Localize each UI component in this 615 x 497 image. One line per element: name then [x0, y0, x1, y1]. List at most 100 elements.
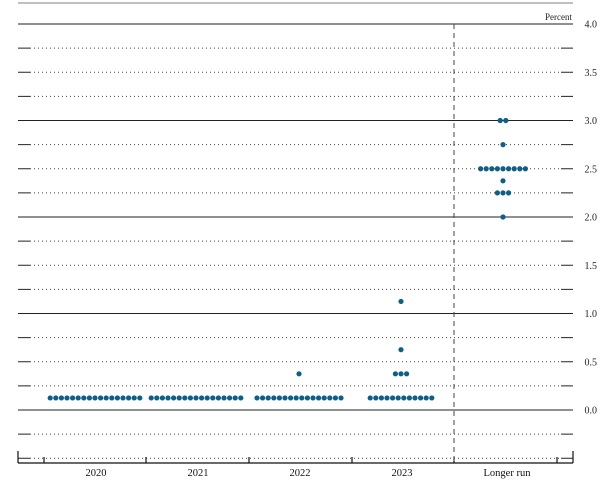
projection-dot	[86, 395, 92, 401]
y-tick-label: 3.0	[585, 116, 598, 127]
projection-dot	[64, 395, 70, 401]
projection-dot	[199, 395, 205, 401]
projection-dot	[171, 395, 177, 401]
projection-dot	[373, 395, 379, 401]
dot-series	[47, 117, 529, 401]
projection-dot	[511, 166, 517, 172]
y-unit-label: Percent	[545, 12, 572, 22]
projection-dot	[293, 395, 299, 401]
projection-dot	[392, 371, 398, 377]
projection-dot	[227, 395, 233, 401]
projection-dot	[338, 395, 344, 401]
projection-dot	[165, 395, 171, 401]
projection-dot	[176, 395, 182, 401]
projection-dot	[75, 395, 81, 401]
projection-dot	[53, 395, 59, 401]
projection-dot	[316, 395, 322, 401]
projection-dot	[378, 395, 384, 401]
projection-dot	[276, 395, 282, 401]
x-category-label: 2020	[86, 468, 107, 479]
projection-dot	[58, 395, 64, 401]
projection-dot	[522, 166, 529, 172]
projection-dot	[137, 395, 143, 401]
projection-dot	[332, 395, 338, 401]
projection-dot	[238, 395, 244, 401]
projection-dot	[500, 214, 506, 220]
y-tick-label: 0.5	[585, 357, 598, 368]
projection-dot	[103, 395, 109, 401]
y-axis-tick-labels: 4.0 3.5 3.0 2.5 2.0 1.5 1.0 0.5 0.0	[585, 20, 598, 417]
projection-dot	[500, 190, 506, 196]
projection-dot	[395, 395, 401, 401]
projection-dot	[265, 395, 271, 401]
gridlines	[18, 23, 573, 459]
projection-dot	[494, 190, 500, 196]
y-tick-label: 1.0	[585, 309, 598, 320]
projection-dot	[321, 395, 327, 401]
projection-dot	[204, 395, 210, 401]
projection-dot	[494, 166, 500, 172]
projection-dot	[398, 298, 404, 305]
x-category-label: 2021	[188, 468, 209, 479]
projection-dot	[70, 395, 76, 401]
projection-dot	[489, 166, 495, 172]
projection-dot	[497, 117, 503, 124]
projection-dot	[517, 166, 523, 172]
projection-dot	[282, 395, 288, 401]
projection-dot	[506, 166, 512, 172]
y-tick-label: 2.5	[585, 164, 598, 175]
projection-dot	[148, 395, 154, 401]
projection-dot	[210, 395, 216, 401]
projection-dot	[232, 395, 238, 401]
projection-dot	[296, 371, 302, 377]
projection-dot	[500, 142, 506, 148]
projection-dot	[500, 178, 506, 184]
projection-dot	[47, 395, 53, 401]
x-category-label: 2023	[392, 468, 413, 479]
projection-dot	[401, 395, 407, 401]
projection-dot	[384, 395, 390, 401]
projection-dot	[271, 395, 277, 401]
projection-dot	[418, 395, 424, 401]
projection-dot	[390, 395, 396, 401]
projection-dot	[92, 395, 98, 401]
projection-dot	[114, 395, 120, 401]
projection-dot	[506, 190, 512, 196]
projection-dot	[131, 395, 137, 401]
projection-dot	[503, 117, 509, 124]
projection-dot	[398, 347, 404, 353]
projection-dot	[327, 395, 333, 401]
projection-dot	[398, 371, 404, 377]
projection-dot	[193, 395, 199, 401]
projection-dot	[412, 395, 418, 401]
projection-dot	[81, 395, 87, 401]
projection-dot	[299, 395, 305, 401]
projection-dot	[500, 166, 506, 172]
projection-dot	[109, 395, 115, 401]
x-category-label: 2022	[290, 468, 311, 479]
projection-dot	[406, 395, 412, 401]
y-tick-label: 4.0	[585, 20, 598, 31]
projection-dot	[429, 395, 435, 401]
projection-dot	[260, 395, 266, 401]
projection-dot	[221, 395, 227, 401]
y-tick-label: 2.0	[585, 213, 598, 224]
projection-dot	[404, 371, 410, 377]
projection-dot	[120, 395, 126, 401]
projection-dot	[288, 395, 294, 401]
projection-dot	[310, 395, 316, 401]
y-tick-label: 3.5	[585, 68, 598, 79]
y-tick-label: 1.5	[585, 261, 598, 272]
projection-dot	[159, 395, 165, 401]
projection-dot	[423, 395, 429, 401]
projection-dot	[98, 395, 104, 401]
projection-dot	[215, 395, 221, 401]
projection-dot	[483, 166, 489, 172]
projection-dot	[154, 395, 160, 401]
projection-dot	[304, 395, 310, 401]
projection-dot	[254, 395, 260, 401]
projection-dot	[126, 395, 132, 401]
projection-dot	[478, 166, 484, 172]
projection-dot	[187, 395, 193, 401]
